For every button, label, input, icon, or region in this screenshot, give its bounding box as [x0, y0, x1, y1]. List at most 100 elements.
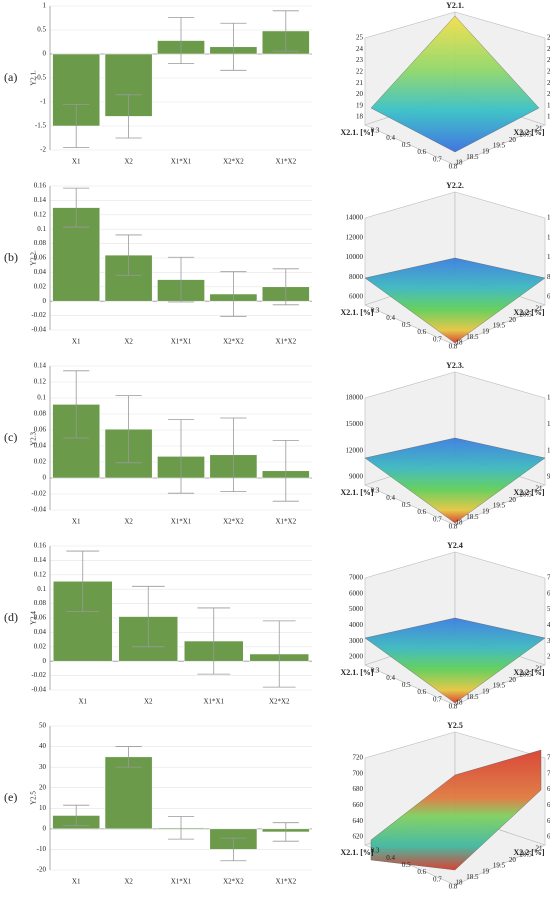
surface — [370, 749, 542, 871]
y-tick-label: 21 — [536, 485, 544, 493]
z-tick-label: 14000 — [346, 214, 364, 222]
x-tick-label: 0.6 — [417, 508, 426, 516]
z-tick-label: 8000 — [349, 273, 364, 281]
x-tick-label: X1*X2 — [275, 158, 296, 166]
z-tick-label: 19 — [356, 101, 364, 109]
surface — [364, 257, 546, 344]
y-tick-label: 19.5 — [493, 682, 506, 690]
y-axis-label: Y2.2. — [30, 250, 38, 266]
z-tick-label: 23 — [547, 56, 550, 64]
y-axis-label: Y2.3. — [30, 430, 38, 446]
z-tick-label: 18000 — [547, 394, 550, 402]
y-tick-label: 19.5 — [493, 502, 506, 510]
z-tick-label: 2000 — [349, 653, 364, 661]
y-tick-label: 19.5 — [493, 862, 506, 870]
z-tick-label: 720 — [353, 754, 364, 762]
x-tick-label: X2 — [124, 338, 133, 346]
x-tick-label: 0.5 — [402, 681, 411, 689]
x-tick-label: X1*X2 — [275, 878, 296, 886]
y-tick-label: 0.14 — [34, 196, 47, 204]
y-axis-label: X2.2 [%] — [513, 128, 544, 137]
panel-label: (a) — [4, 70, 17, 84]
y-tick-label: 0.12 — [34, 378, 47, 386]
z-tick-label: 20 — [356, 90, 364, 98]
y-tick-label: 0.04 — [34, 268, 47, 276]
y-tick-label: 19.5 — [493, 142, 506, 150]
z-tick-label: 3000 — [349, 637, 364, 645]
x-axis-label: X2.1. [%] — [340, 488, 373, 497]
y-tick-label: 19 — [482, 867, 490, 875]
y-axis-label: X2.2 [%] — [513, 488, 544, 497]
z-tick-label: 680 — [353, 785, 364, 793]
y-tick-label: 1 — [43, 2, 47, 10]
surface-title: Y2.5 — [447, 721, 463, 730]
x-tick-label: 0.8 — [449, 883, 458, 891]
z-tick-label: 12000 — [547, 446, 550, 454]
x-tick-label: X1 — [72, 518, 81, 526]
x-tick-label: 0.7 — [433, 875, 442, 883]
y-axis-label: Y2.4 — [30, 611, 38, 625]
y-tick-label: 18 — [456, 699, 464, 707]
z-tick-label: 4000 — [349, 621, 364, 629]
y-tick-label: 0.12 — [34, 210, 47, 218]
z-tick-label: 680 — [547, 785, 550, 793]
z-tick-label: 660 — [547, 801, 550, 809]
z-tick-label: 10000 — [346, 253, 364, 261]
y-tick-label: 0.16 — [34, 542, 47, 550]
z-tick-label: 700 — [547, 769, 550, 777]
surface-title: Y2.3. — [446, 361, 464, 370]
x-tick-label: 0.4 — [386, 674, 395, 682]
z-tick-label: 5000 — [349, 605, 364, 613]
x-tick-label: X2*X2 — [269, 698, 290, 706]
z-tick-label: 8000 — [547, 273, 550, 281]
z-tick-label: 6000 — [547, 589, 550, 597]
x-tick-label: X1*X1 — [203, 698, 224, 706]
z-tick-label: 7000 — [547, 574, 550, 582]
y-tick-label: -0.02 — [31, 671, 46, 679]
y-tick-label: 40 — [39, 742, 47, 750]
y-tick-label: 0.02 — [34, 458, 47, 466]
surface — [364, 437, 546, 524]
z-tick-label: 9000 — [349, 473, 364, 481]
z-tick-label: 22 — [547, 67, 550, 75]
y-tick-label: 20 — [509, 496, 517, 504]
x-axis-label: X2.1. [%] — [340, 668, 373, 677]
z-tick-label: 18 — [547, 113, 550, 121]
y-tick-label: 18 — [456, 519, 464, 527]
z-tick-label: 18 — [356, 113, 364, 121]
x-tick-label: 0.3 — [371, 847, 380, 855]
surface-title: Y2.1. — [446, 1, 464, 10]
x-tick-label: X2*X2 — [223, 878, 244, 886]
y-tick-label: 20.5 — [520, 670, 533, 678]
x-tick-label: 0.6 — [417, 328, 426, 336]
x-tick-label: 0.4 — [386, 134, 395, 142]
y-tick-label: 0 — [43, 474, 47, 482]
surface-title: Y2.2. — [446, 181, 464, 190]
y-tick-label: 0.16 — [34, 182, 47, 190]
y-tick-label: 0.12 — [34, 570, 47, 578]
z-tick-label: 19 — [547, 101, 550, 109]
panel-label: (b) — [4, 250, 18, 264]
x-tick-label: 0.4 — [386, 854, 395, 862]
y-tick-label: 20 — [509, 676, 517, 684]
z-tick-label: 24 — [547, 45, 550, 53]
surface — [364, 617, 546, 704]
z-tick-label: 3000 — [547, 637, 550, 645]
surface-title: Y2.4 — [447, 541, 463, 550]
z-tick-label: 5000 — [547, 605, 550, 613]
y-axis-label: Y2.5 — [30, 791, 38, 805]
x-axis-label: X2.1. [%] — [340, 308, 373, 317]
x-tick-label: X2*X2 — [223, 518, 244, 526]
y-tick-label: 20.5 — [520, 850, 533, 858]
x-tick-label: 0.6 — [417, 688, 426, 696]
y-tick-label: 0.04 — [34, 442, 47, 450]
z-tick-label: 12000 — [346, 446, 364, 454]
x-tick-label: 0.3 — [371, 307, 380, 315]
y-tick-label: 0.5 — [37, 26, 46, 34]
x-tick-label: 0.7 — [433, 335, 442, 343]
y-axis-label: X2.2 [%] — [513, 848, 544, 857]
z-tick-label: 22 — [356, 67, 364, 75]
y-tick-label: -0.04 — [31, 506, 46, 514]
x-tick-label: X2 — [124, 158, 133, 166]
y-tick-label: 0 — [43, 297, 47, 305]
